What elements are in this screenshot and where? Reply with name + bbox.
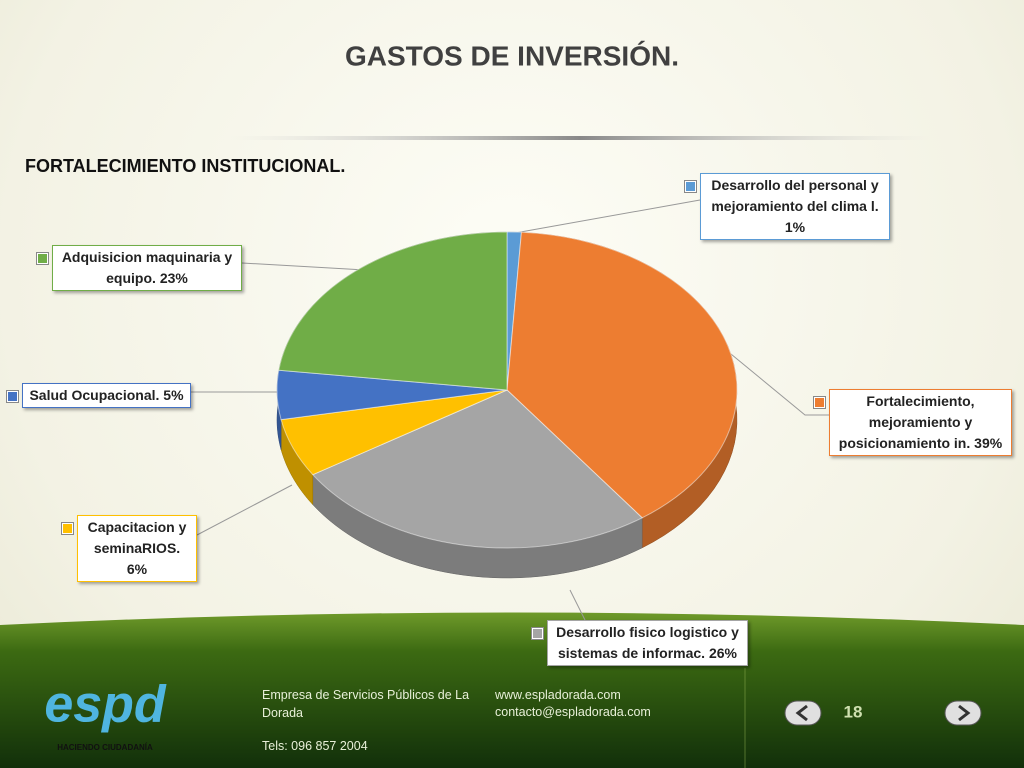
label-name: Salud Ocupacional. [29, 387, 160, 403]
slice [311, 389, 644, 549]
label-value: 39% [974, 435, 1003, 451]
legend-marker [36, 252, 49, 265]
page-number: 18 [844, 702, 863, 721]
footer-band [0, 612, 1024, 768]
label-value: 6% [126, 561, 148, 577]
label-value: 23% [159, 270, 188, 286]
slice [506, 231, 738, 519]
data-label: Fortalecimiento, mejoramiento y posicion… [813, 389, 1012, 456]
company: Empresa de Servicios Públicos de La Dora… [262, 688, 470, 720]
label-value: 5% [163, 387, 184, 403]
legend-marker [684, 180, 697, 193]
slice [278, 231, 508, 391]
data-label: Adquisicion maquinaria y equipo. 23% [36, 245, 242, 291]
next-icon [958, 704, 971, 722]
legend-marker [61, 522, 74, 535]
web: www.espladorada.com [495, 688, 621, 702]
data-label: Capacitacion y seminaRIOS. 6% [61, 515, 197, 582]
label-name: Adquisicion maquinaria y equipo. [61, 249, 233, 286]
title: GASTOS DE INVERSIÓN. [345, 40, 679, 71]
label-name: Desarrollo fisico logistico y sistemas d… [556, 624, 739, 661]
logo: espd [44, 676, 167, 734]
data-label: Desarrollo del personal y mejoramiento d… [684, 173, 890, 240]
data-label: Desarrollo fisico logistico y sistemas d… [531, 620, 748, 666]
legend-marker [531, 627, 544, 640]
title-rule [230, 136, 930, 140]
prev-icon [795, 704, 808, 722]
label-value: 1% [784, 219, 806, 235]
next-button[interactable] [944, 700, 982, 726]
label-name: Desarrollo del personal y mejoramiento d… [711, 177, 879, 214]
logo-tagline: HACIENDO CIUDADANÍA [57, 743, 153, 752]
label-name: Capacitacion y seminaRIOS. [87, 519, 187, 556]
phone: Tels: 096 857 2004 [262, 739, 368, 753]
subtitle: FORTALECIMIENTO INSTITUCIONAL. [25, 156, 345, 176]
prev-button[interactable] [784, 700, 822, 726]
label-name: Fortalecimiento, mejoramiento y posicion… [838, 393, 975, 451]
pie [276, 231, 738, 579]
legend-marker [6, 390, 19, 403]
label-value: 26% [708, 645, 737, 661]
email: contacto@espladorada.com [495, 705, 651, 719]
data-label: Salud Ocupacional. 5% [6, 383, 191, 408]
legend-marker [813, 396, 826, 409]
